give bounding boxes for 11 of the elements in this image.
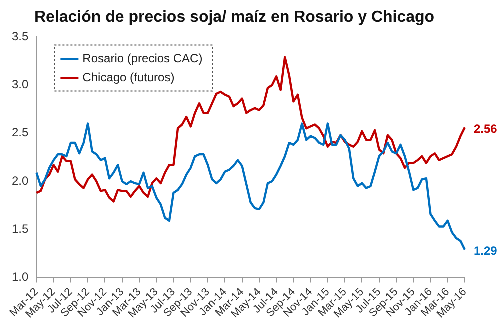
y-tick-label: 3.5	[12, 30, 29, 44]
chart-title: Relación de precios soja/ maíz en Rosario y Chicago	[34, 9, 435, 26]
y-tick-label: 2.0	[12, 174, 29, 188]
y-tick-label: 1.0	[12, 270, 29, 284]
data-label: 1.29	[474, 244, 498, 258]
y-tick-label: 2.5	[12, 126, 29, 140]
legend-label: Rosario (precios CAC)	[82, 52, 203, 66]
y-tick-label: 1.5	[12, 222, 29, 236]
legend-label: Chicago (futuros)	[82, 70, 175, 85]
y-tick-label: 3.0	[12, 78, 29, 92]
data-label: 2.56	[474, 122, 498, 136]
